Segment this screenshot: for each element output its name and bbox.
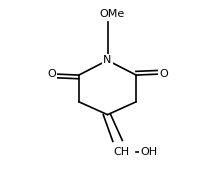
Text: O: O xyxy=(47,69,56,79)
Text: N: N xyxy=(103,55,112,65)
Text: O: O xyxy=(159,69,168,79)
Text: OMe: OMe xyxy=(99,9,124,19)
Text: CH: CH xyxy=(113,147,129,157)
Text: OH: OH xyxy=(140,147,157,157)
